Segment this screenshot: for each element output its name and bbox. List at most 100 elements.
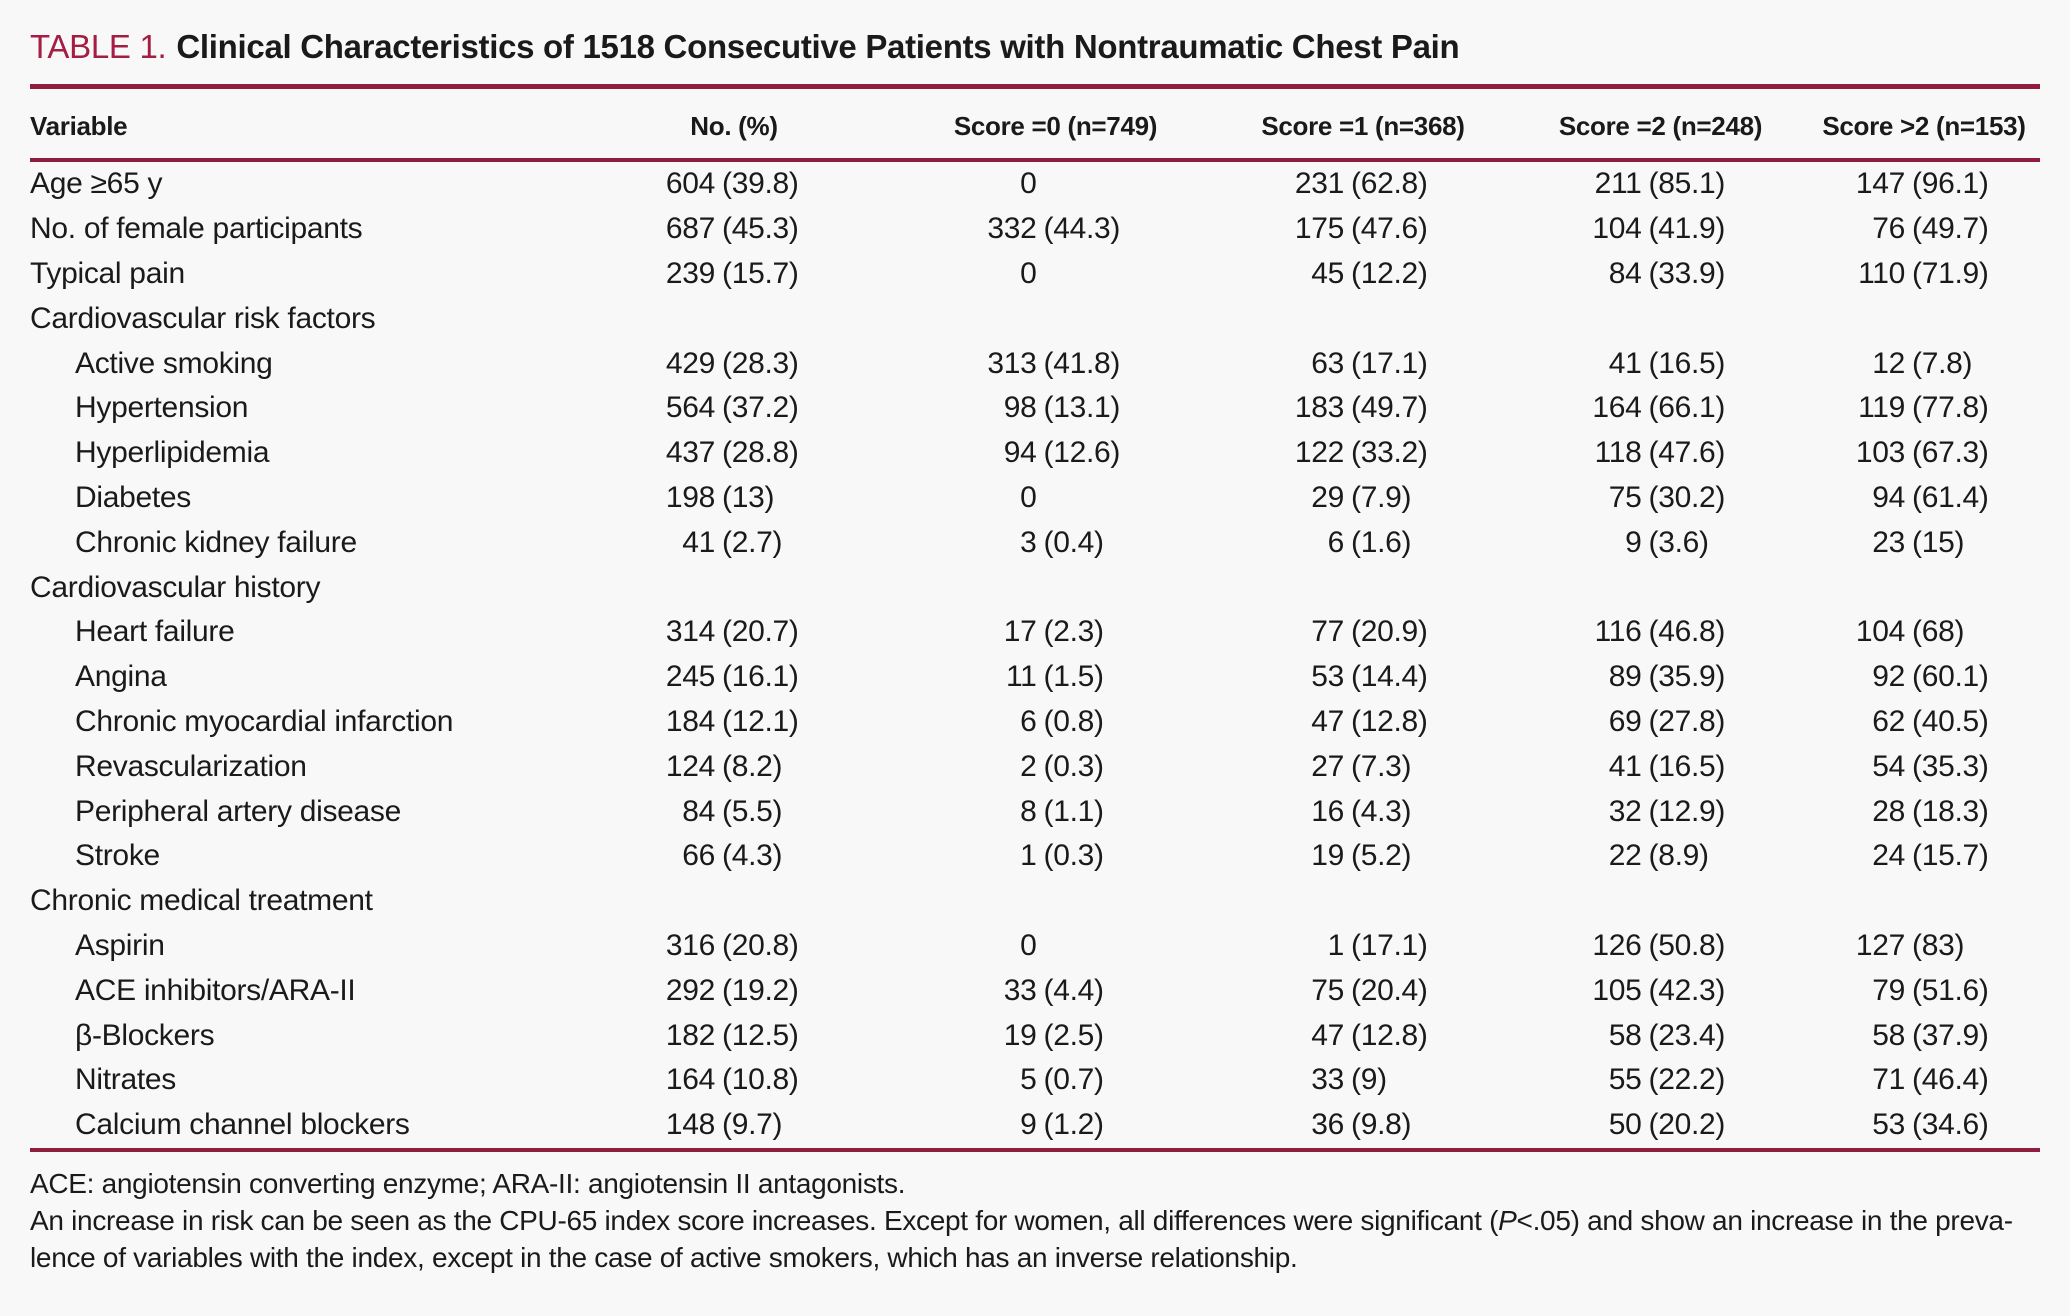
value-text: 0 bbox=[1020, 928, 1037, 962]
value-text: 164 (10.8) bbox=[665, 1063, 799, 1097]
table-row: Active smoking 429 (28.3) 313 (41.8) 63 (17.1)… bbox=[30, 341, 2040, 386]
value-cell: 62 (40.5) bbox=[1808, 700, 2040, 745]
value-text: 147 (96.1) bbox=[1855, 167, 1989, 201]
value-cell bbox=[1808, 296, 2040, 341]
table-row: Aspirin 316 (20.8) 0 1 (17.1) 126 (50.8) 127 (83) bbox=[30, 924, 2040, 969]
value-text: 54 (35.3) bbox=[1872, 749, 1989, 783]
value-text: 292 (19.2) bbox=[665, 973, 799, 1007]
value-cell: 103 (67.3) bbox=[1808, 431, 2040, 476]
table-row: Chronic kidney failure 41 (2.7) 3 (0.4) 6 (1.6… bbox=[30, 520, 2040, 565]
value-cell: 147 (96.1) bbox=[1808, 160, 2040, 207]
value-text: 127 (83) bbox=[1855, 928, 1965, 962]
value-cell bbox=[898, 879, 1213, 924]
value-cell: 239 (15.7) bbox=[570, 252, 898, 297]
value-cell bbox=[570, 879, 898, 924]
value-cell: 71 (46.4) bbox=[1808, 1058, 2040, 1103]
value-text: 5 (0.7) bbox=[1020, 1063, 1104, 1097]
value-cell: 54 (35.3) bbox=[1808, 744, 2040, 789]
value-cell: 0 bbox=[898, 924, 1213, 969]
table-row: ACE inhibitors/ARA-II 292 (19.2) 33 (4.4) 75(… bbox=[30, 968, 2040, 1013]
value-text: 12 (7.8) bbox=[1872, 346, 1973, 380]
value-cell: 429 (28.3) bbox=[570, 341, 898, 386]
value-text: 19 (2.5) bbox=[1003, 1018, 1104, 1052]
value-text: 19 (5.2) bbox=[1311, 839, 1412, 873]
value-text: 33 (9) bbox=[1311, 1063, 1387, 1097]
value-text: 182 (12.5) bbox=[665, 1018, 799, 1052]
table-row: No. of female participants 687 (45.3) 332 (4… bbox=[30, 207, 2040, 252]
value-cell: 332 (44.3) bbox=[898, 207, 1213, 252]
value-text: 47 (12.8) bbox=[1311, 1018, 1428, 1052]
value-cell: 9 (1.2) bbox=[898, 1103, 1213, 1148]
value-cell: 211 (85.1) bbox=[1513, 160, 1808, 207]
value-text: 94 (12.6) bbox=[1003, 436, 1121, 470]
value-cell: 314 (20.7) bbox=[570, 610, 898, 655]
value-text: 8 (1.1) bbox=[1020, 794, 1104, 828]
value-cell: 28 (18.3) bbox=[1808, 789, 2040, 834]
row-label: Aspirin bbox=[75, 928, 165, 962]
value-cell: 36 (9.8) bbox=[1213, 1103, 1513, 1148]
value-text: 2 (0.3) bbox=[1020, 749, 1104, 783]
value-text: 437 (28.8) bbox=[665, 436, 799, 470]
column-header: Score =0 (n=749) bbox=[898, 89, 1213, 162]
value-cell bbox=[570, 296, 898, 341]
row-label: Age ≥65 y bbox=[30, 167, 163, 201]
value-cell: 50 (20.2) bbox=[1513, 1103, 1808, 1148]
table-row: Peripheral artery disease 84 (5.5) 8 (1.1) 16… bbox=[30, 789, 2040, 834]
value-text: 9 (3.6) bbox=[1625, 525, 1709, 559]
value-cell: 1 (17.1) bbox=[1213, 924, 1513, 969]
value-text: 28 (18.3) bbox=[1872, 794, 1989, 828]
value-text: 687 (45.3) bbox=[665, 212, 799, 246]
value-text: 47 (12.8) bbox=[1311, 704, 1428, 738]
value-cell: 118 (47.6) bbox=[1513, 431, 1808, 476]
value-cell: 104 (68) bbox=[1808, 610, 2040, 655]
value-cell: 92 (60.1) bbox=[1808, 655, 2040, 700]
value-text: 11 (1.5) bbox=[1005, 660, 1104, 694]
value-text: 53 (34.6) bbox=[1872, 1108, 1989, 1142]
row-label: Calcium channel blockers bbox=[75, 1108, 410, 1142]
value-cell: 245 (16.1) bbox=[570, 655, 898, 700]
row-label: Chronic myocardial infarction bbox=[75, 704, 454, 738]
value-text: 55 (22.2) bbox=[1608, 1063, 1726, 1097]
value-text: 124 (8.2) bbox=[665, 749, 783, 783]
value-cell: 3 (0.4) bbox=[898, 520, 1213, 565]
value-text: 3 (0.4) bbox=[1020, 525, 1104, 559]
value-text: 6 (0.8) bbox=[1020, 704, 1104, 738]
value-text: 98 (13.1) bbox=[1003, 391, 1121, 425]
value-cell: 105 (42.3) bbox=[1513, 968, 1808, 1013]
value-cell: 32 (12.9) bbox=[1513, 789, 1808, 834]
value-text: 33 (4.4) bbox=[1003, 973, 1104, 1007]
value-cell bbox=[1213, 879, 1513, 924]
table-number-label: TABLE 1. bbox=[30, 28, 167, 65]
value-text: 69 (27.8) bbox=[1608, 704, 1726, 738]
value-text: 314 (20.7) bbox=[665, 615, 799, 649]
value-cell: 2 (0.3) bbox=[898, 744, 1213, 789]
table-title-text: Clinical Characteristics of 1518 Consecu… bbox=[176, 28, 1460, 65]
value-cell: 116 (46.8) bbox=[1513, 610, 1808, 655]
value-cell: 126 (50.8) bbox=[1513, 924, 1808, 969]
value-cell: 75 (20.4) bbox=[1213, 968, 1513, 1013]
table-title: TABLE 1. Clinical Characteristics of 1518… bbox=[30, 28, 2040, 66]
value-text: 313 (41.8) bbox=[987, 346, 1121, 380]
row-label: β-Blockers bbox=[75, 1018, 215, 1052]
table-footnotes: ACE: angiotensin converting enzyme; ARA-… bbox=[30, 1165, 2040, 1276]
row-label: Angina bbox=[75, 660, 167, 694]
clinical-characteristics-table: Variable No. (%) Score =0 (n=749) Score =1 … bbox=[30, 89, 2040, 1148]
value-text: 62 (40.5) bbox=[1872, 704, 1989, 738]
value-cell: 58 (23.4) bbox=[1513, 1013, 1808, 1058]
value-text: 79 (51.6) bbox=[1872, 973, 1989, 1007]
value-cell: 84 (5.5) bbox=[570, 789, 898, 834]
value-cell: 47 (12.8) bbox=[1213, 700, 1513, 745]
value-cell: 687 (45.3) bbox=[570, 207, 898, 252]
value-text: 36 (9.8) bbox=[1311, 1108, 1412, 1142]
value-text: 1 (17.1) bbox=[1327, 928, 1428, 962]
row-label: No. of female participants bbox=[30, 212, 363, 246]
table-header-row: Variable No. (%) Score =0 (n=749) Score =1 … bbox=[30, 89, 2040, 162]
value-text: 245 (16.1) bbox=[665, 660, 799, 694]
value-cell: 41 (16.5) bbox=[1513, 744, 1808, 789]
value-cell: 12 (7.8) bbox=[1808, 341, 2040, 386]
row-label: Chronic kidney failure bbox=[75, 525, 357, 559]
row-label: Peripheral artery disease bbox=[75, 794, 402, 828]
value-cell: 98 (13.1) bbox=[898, 386, 1213, 431]
value-cell: 0 bbox=[898, 160, 1213, 207]
